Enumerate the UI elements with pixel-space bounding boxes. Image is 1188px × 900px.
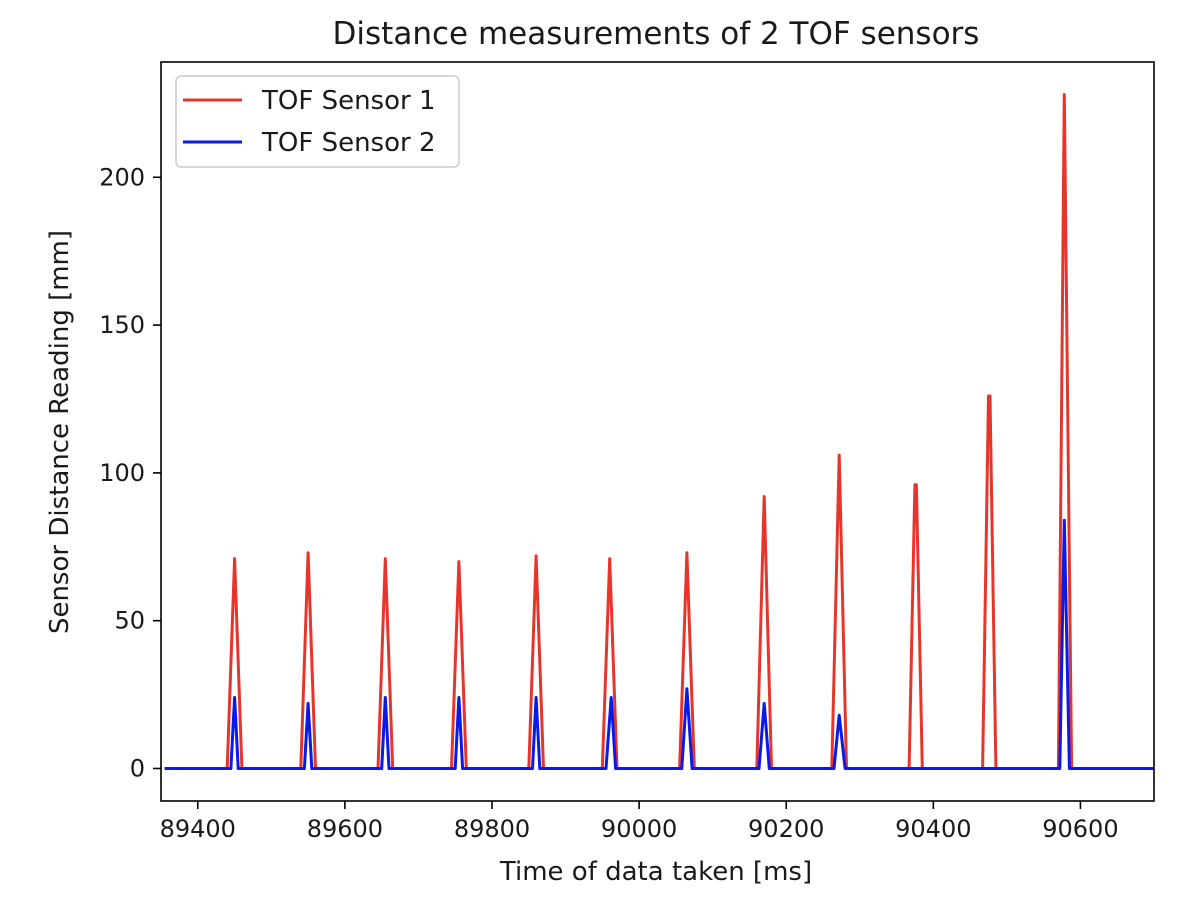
x-tick-label: 89800 [454, 815, 530, 843]
x-tick-label: 90600 [1042, 815, 1118, 843]
legend-label-1: TOF Sensor 1 [261, 86, 436, 116]
y-tick-label: 50 [114, 607, 145, 635]
x-tick-label: 89600 [307, 815, 383, 843]
x-tick-label: 89400 [160, 815, 236, 843]
legend-label-2: TOF Sensor 2 [261, 128, 436, 158]
y-tick-label: 100 [99, 459, 145, 487]
x-tick-label: 90000 [601, 815, 677, 843]
y-tick-label: 200 [99, 163, 145, 191]
y-tick-label: 150 [99, 311, 145, 339]
x-tick-label: 90400 [895, 815, 971, 843]
plot-frame [160, 61, 1155, 802]
chart-title: Distance measurements of 2 TOF sensors [333, 16, 980, 52]
series-line-2 [164, 518, 1154, 770]
legend: TOF Sensor 1 TOF Sensor 2 [175, 75, 460, 168]
x-axis: 89400 89600 89800 90000 90200 90400 90600 [160, 801, 1119, 843]
series-layer [164, 93, 1154, 770]
y-axis-label: Sensor Distance Reading [mm] [45, 230, 75, 634]
y-axis: 0 50 100 150 200 [99, 163, 161, 782]
x-axis-label: Time of data taken [ms] [499, 857, 812, 887]
y-tick-label: 0 [130, 754, 145, 782]
x-tick-label: 90200 [748, 815, 824, 843]
legend-box [175, 75, 460, 168]
